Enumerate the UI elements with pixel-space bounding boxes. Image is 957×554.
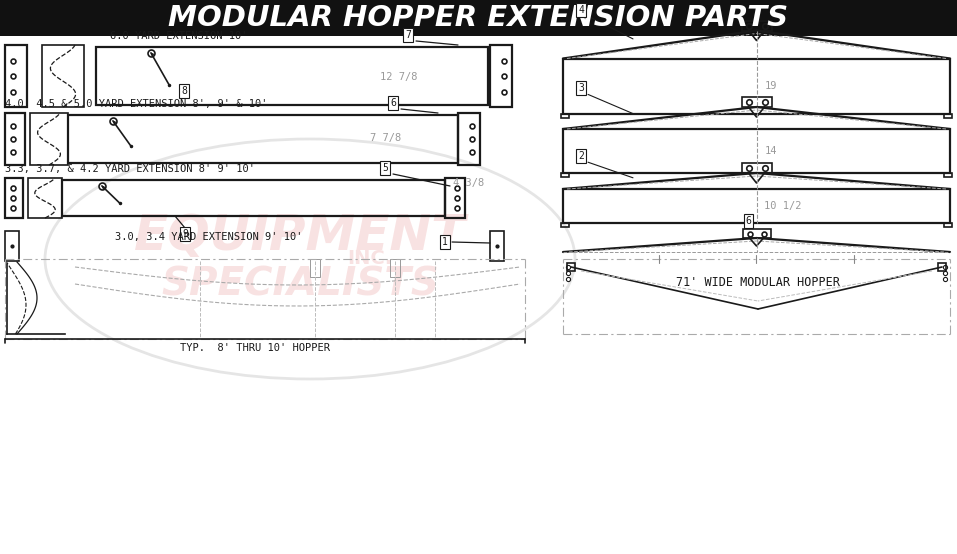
- Bar: [490, 45, 512, 107]
- Text: 3.0, 3.4 YARD EXTENSION 9' 10': 3.0, 3.4 YARD EXTENSION 9' 10': [115, 232, 302, 242]
- Text: 6: 6: [390, 98, 396, 108]
- Bar: [96, 47, 488, 105]
- Text: 7: 7: [405, 30, 411, 40]
- Text: 2: 2: [578, 151, 584, 161]
- Bar: [944, 114, 952, 117]
- Text: 3: 3: [578, 84, 584, 94]
- Bar: [5, 45, 27, 107]
- Text: MODULAR HOPPER EXTENSION PARTS: MODULAR HOPPER EXTENSION PARTS: [168, 4, 789, 32]
- Text: 19: 19: [765, 81, 777, 91]
- Text: 5: 5: [382, 163, 388, 173]
- Bar: [28, 178, 62, 218]
- Text: 12 7/8: 12 7/8: [380, 72, 417, 82]
- Text: 9: 9: [182, 229, 188, 239]
- Bar: [563, 59, 950, 114]
- Text: 3.3, 3.7, & 4.2 YARD EXTENSION 8' 9' 10': 3.3, 3.7, & 4.2 YARD EXTENSION 8' 9' 10': [5, 164, 255, 174]
- Text: 7 7/8: 7 7/8: [370, 133, 401, 143]
- Bar: [563, 189, 950, 223]
- Bar: [561, 114, 569, 117]
- Text: 1: 1: [442, 237, 448, 247]
- Bar: [742, 97, 771, 107]
- Bar: [5, 178, 23, 218]
- Bar: [62, 180, 445, 216]
- Bar: [490, 231, 504, 261]
- Bar: [458, 113, 480, 165]
- Bar: [390, 259, 400, 277]
- Bar: [561, 173, 569, 177]
- Bar: [742, 163, 771, 173]
- Text: INC.: INC.: [347, 249, 392, 269]
- Bar: [561, 223, 569, 227]
- Text: 10 1/2: 10 1/2: [765, 201, 802, 211]
- Text: SPECIALISTS: SPECIALISTS: [161, 265, 439, 303]
- Bar: [944, 173, 952, 177]
- Text: EQUIPMENT: EQUIPMENT: [134, 212, 466, 260]
- Bar: [68, 115, 458, 163]
- Text: 4 3/8: 4 3/8: [453, 178, 484, 188]
- Text: 6.0 YARD EXTENSION 10': 6.0 YARD EXTENSION 10': [110, 31, 248, 41]
- Bar: [563, 129, 950, 173]
- Bar: [0, 0, 957, 36]
- Bar: [310, 259, 320, 277]
- Bar: [30, 113, 68, 165]
- Text: TYP.  8' THRU 10' HOPPER: TYP. 8' THRU 10' HOPPER: [180, 343, 330, 353]
- Text: 4.0, 4.5 & 5.0 YARD EXTENSION 8', 9' & 10': 4.0, 4.5 & 5.0 YARD EXTENSION 8', 9' & 1…: [5, 99, 268, 109]
- Text: 14: 14: [765, 146, 777, 156]
- Text: 6: 6: [746, 216, 751, 226]
- Bar: [944, 223, 952, 227]
- Text: 71' WIDE MODULAR HOPPER: 71' WIDE MODULAR HOPPER: [676, 276, 840, 289]
- Text: 8: 8: [181, 86, 187, 96]
- Bar: [5, 231, 19, 261]
- Bar: [5, 113, 25, 165]
- Bar: [445, 178, 465, 218]
- Bar: [42, 45, 84, 107]
- Bar: [742, 20, 771, 30]
- Bar: [743, 229, 770, 238]
- Text: 4: 4: [578, 5, 584, 15]
